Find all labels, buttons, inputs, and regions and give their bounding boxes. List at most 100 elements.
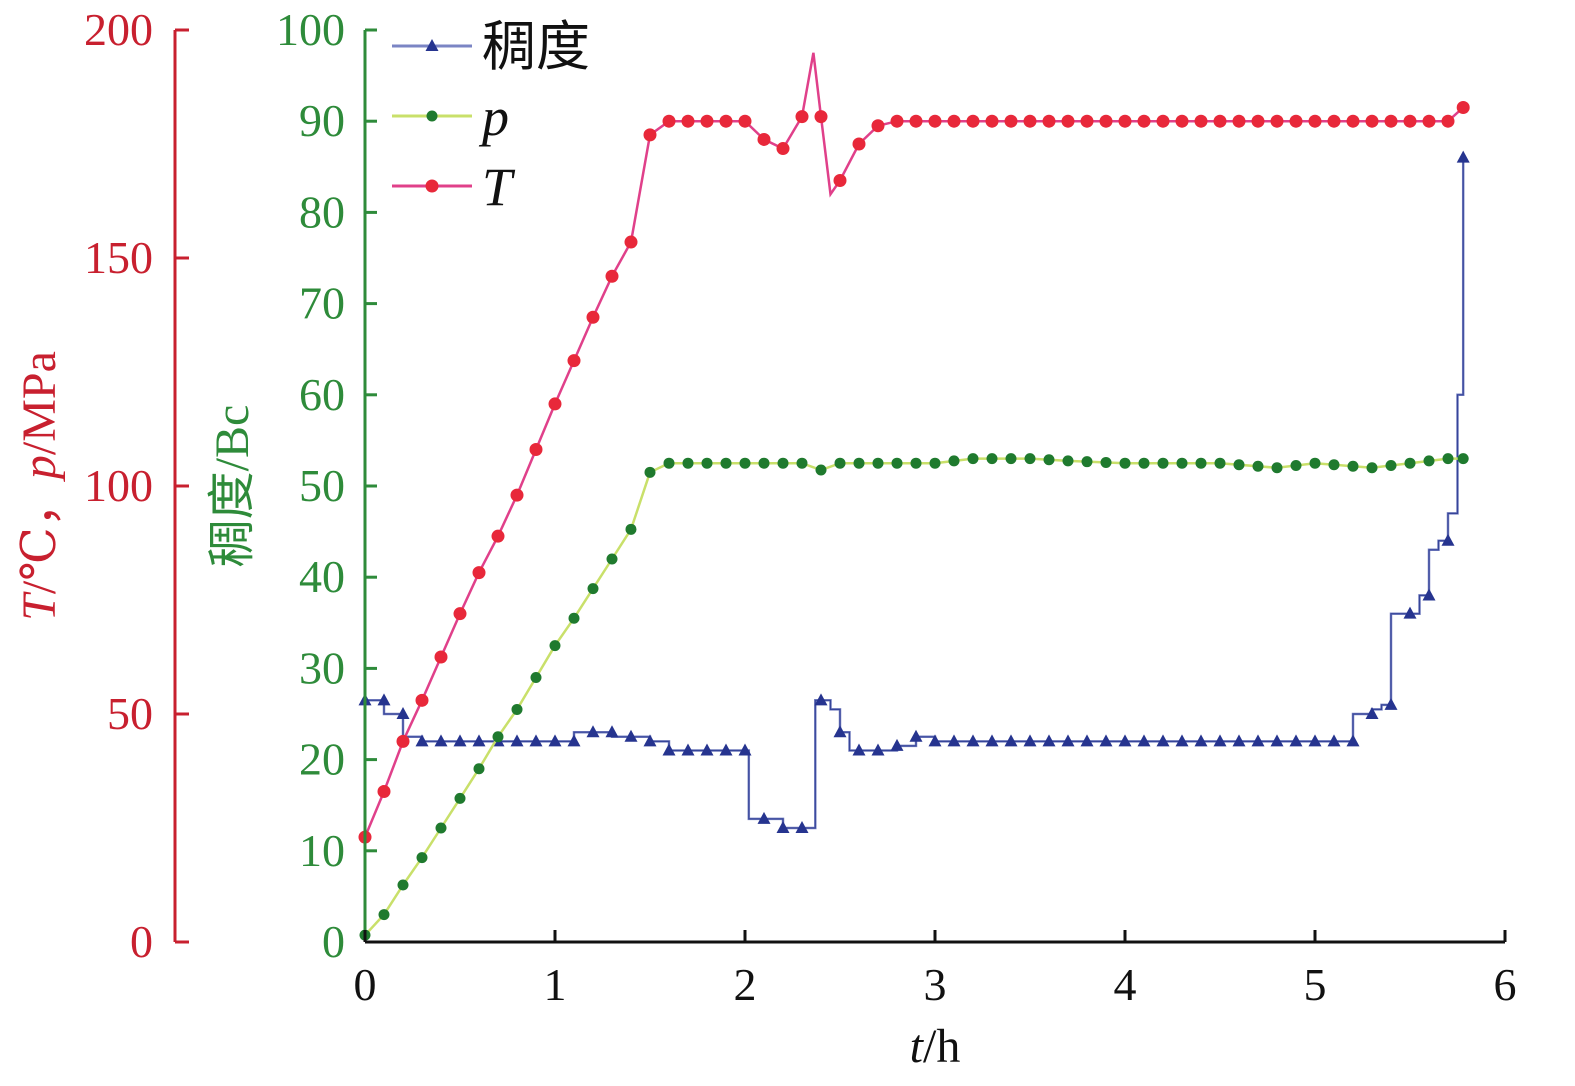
series-marker-p <box>1062 455 1074 467</box>
series-marker-p <box>853 457 865 469</box>
axes: 0 50 100 150 200 0 10 20 30 40 50 60 70 80 90 100 0 1 2 3 4 5… <box>84 4 1517 1010</box>
series-marker-稠度 <box>1384 697 1398 710</box>
series-marker-T <box>1042 114 1056 128</box>
series-marker-T <box>662 114 676 128</box>
series-marker-p <box>1423 455 1435 467</box>
series-marker-T <box>1270 114 1284 128</box>
series-marker-p <box>1252 460 1264 472</box>
series-marker-稠度 <box>1156 734 1170 747</box>
series-marker-稠度 <box>1061 734 1075 747</box>
outer-y-axis-title: T/℃，p/MPa <box>13 351 66 621</box>
x-axis-title-var: t <box>910 1020 925 1073</box>
series-marker-p <box>1309 457 1321 469</box>
series-marker-p <box>492 731 504 743</box>
series-marker-T <box>719 114 733 128</box>
series-marker-p <box>530 672 542 684</box>
series-marker-稠度 <box>871 743 885 756</box>
x-tick-label: 0 <box>354 959 377 1010</box>
series-marker-稠度 <box>1175 734 1189 747</box>
series-marker-p <box>1404 457 1416 469</box>
series-marker-稠度 <box>415 734 429 747</box>
series-marker-T <box>1441 114 1455 128</box>
series-marker-T <box>700 114 714 128</box>
inner-y-tick-label: 60 <box>299 369 345 420</box>
legend-marker <box>425 179 439 193</box>
series-marker-稠度 <box>852 743 866 756</box>
x-axis-title-unit: /h <box>923 1020 960 1073</box>
series-marker-稠度 <box>510 734 524 747</box>
series-marker-T <box>814 110 828 124</box>
series-marker-T <box>1137 114 1151 128</box>
series-marker-稠度 <box>681 743 695 756</box>
series-marker-p <box>1233 459 1245 471</box>
outer-y-axis-title-part: p <box>13 455 66 482</box>
series-marker-稠度 <box>1403 606 1417 619</box>
x-tick-label: 5 <box>1304 959 1327 1010</box>
series-marker-p <box>397 879 409 891</box>
series-marker-T <box>681 114 695 128</box>
series-marker-p <box>606 553 618 565</box>
series-marker-T <box>909 114 923 128</box>
series-marker-p <box>910 457 922 469</box>
legend-item: p <box>392 87 509 147</box>
series-marker-p <box>1385 459 1397 471</box>
series-marker-稠度 <box>814 693 828 706</box>
series-marker-T <box>890 114 904 128</box>
series-稠度 <box>358 150 1470 833</box>
series-marker-稠度 <box>624 729 638 742</box>
inner-y-tick-label: 70 <box>299 278 345 329</box>
series-marker-T <box>434 650 448 664</box>
x-tick-label: 4 <box>1114 959 1137 1010</box>
series-marker-稠度 <box>738 743 752 756</box>
series-marker-T <box>1422 114 1436 128</box>
legend-item: T <box>392 157 516 217</box>
series-marker-稠度 <box>605 725 619 738</box>
series-marker-p <box>587 583 599 595</box>
series-marker-p <box>511 703 523 715</box>
series-marker-稠度 <box>377 693 391 706</box>
series-marker-稠度 <box>909 729 923 742</box>
series-marker-p <box>1328 459 1340 471</box>
series-marker-T <box>1194 114 1208 128</box>
series-marker-稠度 <box>776 821 790 833</box>
series-marker-T <box>966 114 980 128</box>
series-marker-p <box>1100 456 1112 468</box>
series-marker-稠度 <box>795 821 809 833</box>
series-marker-T <box>1327 114 1341 128</box>
legend-marker <box>425 39 439 51</box>
series-marker-稠度 <box>662 743 676 756</box>
series-marker-T <box>1456 101 1470 115</box>
series-marker-稠度 <box>1251 734 1265 747</box>
series-marker-p <box>1081 456 1093 468</box>
series-marker-T <box>472 566 486 580</box>
series-marker-T <box>567 354 581 368</box>
series-marker-稠度 <box>643 734 657 747</box>
outer-y-tick-label: 100 <box>84 460 153 511</box>
series-marker-T <box>643 128 657 142</box>
series-marker-T <box>1232 114 1246 128</box>
series-marker-T <box>605 269 619 283</box>
series-marker-稠度 <box>567 734 581 747</box>
series-marker-稠度 <box>1232 734 1246 747</box>
series-marker-T <box>1175 114 1189 128</box>
outer-y-tick-label: 150 <box>84 232 153 283</box>
series-marker-p <box>1119 457 1131 469</box>
series-T <box>358 52 1470 844</box>
inner-y-tick-label: 100 <box>276 4 345 55</box>
inner-y-tick-label: 20 <box>299 734 345 785</box>
series-marker-稠度 <box>1365 707 1379 719</box>
series-marker-p <box>758 457 770 469</box>
inner-y-tick-label: 90 <box>299 95 345 146</box>
series-marker-T <box>396 734 410 748</box>
series-marker-稠度 <box>1194 734 1208 747</box>
series-marker-T <box>1308 114 1322 128</box>
series-marker-p <box>701 457 713 469</box>
series-marker-p <box>1043 454 1055 466</box>
series-marker-T <box>1384 114 1398 128</box>
series-marker-稠度 <box>700 743 714 756</box>
series-marker-T <box>871 119 885 133</box>
series-marker-T <box>776 142 790 156</box>
x-axis-title: t/h <box>910 1020 961 1073</box>
series-marker-p <box>378 909 390 921</box>
